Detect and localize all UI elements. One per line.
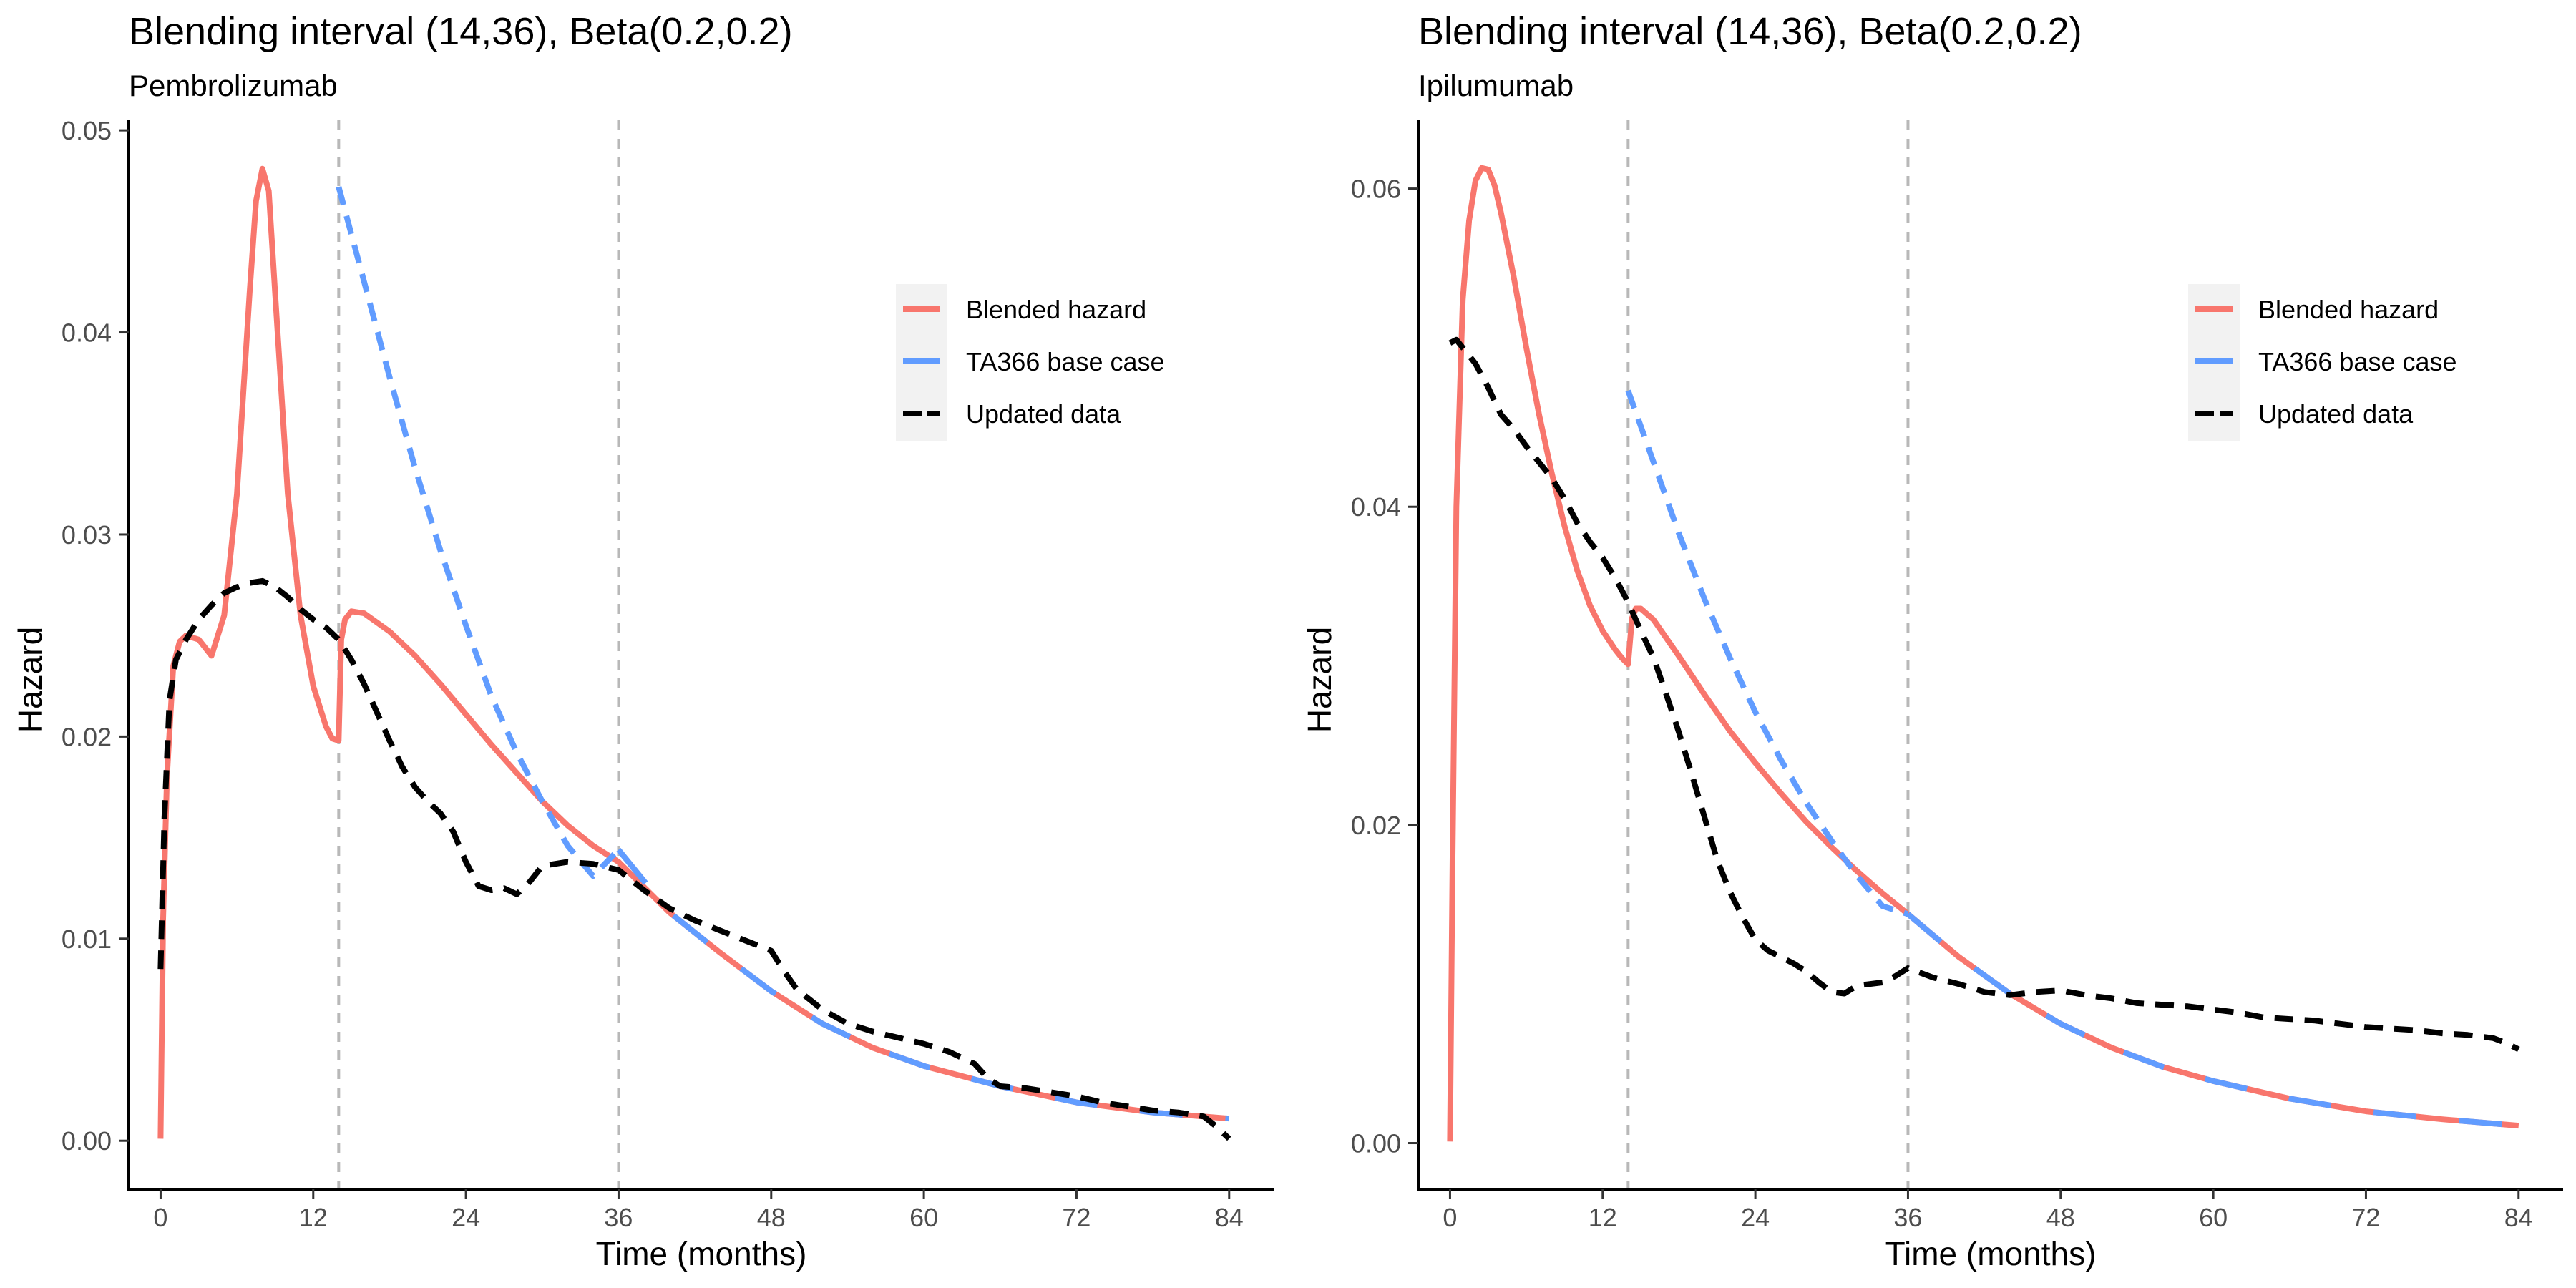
x-tick-label: 48: [757, 1203, 786, 1232]
x-tick-label: 60: [2199, 1203, 2228, 1232]
x-tick-label: 12: [299, 1203, 328, 1232]
ta366-base-case-line-solid-segment: [616, 847, 1230, 1122]
y-tick-label: 0.04: [62, 318, 112, 348]
legend-label-ta366: TA366 base case: [966, 347, 1165, 376]
legend-label-blended: Blended hazard: [2258, 295, 2439, 324]
x-tick-label: 48: [2046, 1203, 2075, 1232]
x-tick-label: 72: [1062, 1203, 1091, 1232]
x-tick-label: 24: [1741, 1203, 1770, 1232]
ta366-base-case-line-dashed-segment: [336, 186, 621, 879]
y-tick-label: 0.06: [1351, 175, 1401, 204]
x-tick-label: 84: [2504, 1203, 2533, 1232]
legend: Blended hazard TA366 base case Updated d…: [2188, 284, 2457, 441]
x-axis-title: Time (months): [1885, 1235, 2097, 1272]
x-tick-label: 84: [1215, 1203, 1244, 1232]
plot-area: 0 12 24 36 48 60 72 84 0.00 0.01 0.02 0.03 0.04 0.05: [62, 116, 1274, 1232]
plot-area: 0 12 24 36 48 60 72 84 0.00 0.02 0.04 0.06: [1351, 120, 2563, 1232]
y-tick-label: 0.01: [62, 924, 112, 954]
ta366-base-case-line-solid-segment: [1906, 912, 2519, 1129]
legend-label-updated: Updated data: [966, 399, 1121, 429]
legend-label-blended: Blended hazard: [966, 295, 1146, 324]
legend-label-ta366: TA366 base case: [2258, 347, 2457, 376]
updated-data-line: [1448, 336, 2520, 1052]
y-tick-label: 0.03: [62, 520, 112, 550]
x-tick-label: 24: [452, 1203, 480, 1232]
ta366-base-case-line-dashed-segment: [1625, 389, 1909, 917]
chart-panel-ipilumumab: Blending interval (14,36), Beta(0.2,0.2)…: [1301, 10, 2563, 1272]
x-tick-label: 36: [604, 1203, 633, 1232]
x-tick-label: 0: [1443, 1203, 1457, 1232]
x-tick-label: 12: [1589, 1203, 1617, 1232]
x-tick-label: 72: [2351, 1203, 2380, 1232]
y-tick-label: 0.00: [62, 1126, 112, 1156]
x-tick-label: 0: [153, 1203, 167, 1232]
legend: Blended hazard TA366 base case Updated d…: [896, 284, 1165, 441]
chart-title: Blending interval (14,36), Beta(0.2,0.2): [129, 10, 793, 53]
x-tick-label: 36: [1893, 1203, 1922, 1232]
blended-hazard-line: [1447, 165, 2519, 1142]
chart-subtitle: Pembrolizumab: [129, 69, 338, 102]
x-tick-label: 60: [909, 1203, 938, 1232]
y-tick-label: 0.02: [1351, 811, 1401, 840]
y-tick-label: 0.04: [1351, 492, 1401, 522]
chart-title: Blending interval (14,36), Beta(0.2,0.2): [1418, 10, 2082, 53]
y-tick-label: 0.02: [62, 722, 112, 751]
y-tick-label: 0.00: [1351, 1129, 1401, 1158]
x-axis-title: Time (months): [596, 1235, 807, 1272]
y-axis-title: Hazard: [11, 627, 49, 733]
y-axis-title: Hazard: [1301, 627, 1338, 733]
y-tick-label: 0.05: [62, 116, 112, 145]
chart-subtitle: Ipilumumab: [1418, 69, 1574, 102]
chart-panel-pembrolizumab: Blending interval (14,36), Beta(0.2,0.2)…: [11, 10, 1274, 1272]
updated-data-line: [157, 577, 1231, 1141]
legend-label-updated: Updated data: [2258, 399, 2414, 429]
